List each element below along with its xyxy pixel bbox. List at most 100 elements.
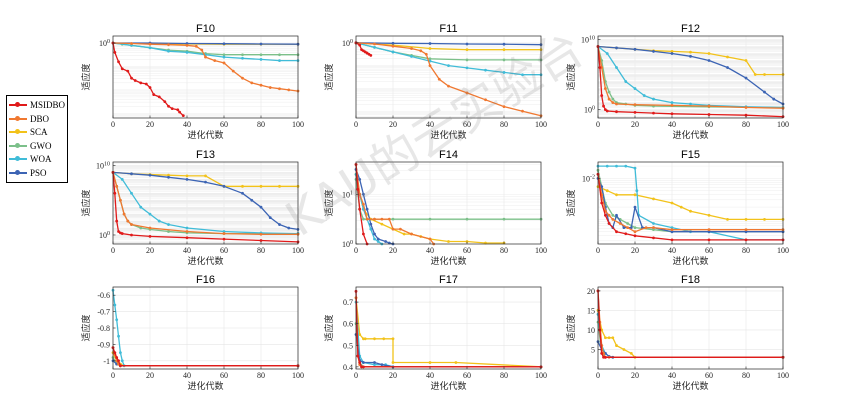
series-point-woa: [222, 230, 226, 233]
series-point-dbo: [618, 222, 622, 225]
series-point-pso: [707, 59, 711, 62]
chart-title: F11: [439, 23, 457, 35]
series-point-sca: [726, 55, 729, 59]
x-tick-label: 0: [596, 246, 600, 255]
series-point-msidbo: [633, 234, 637, 238]
series-point-dbo: [611, 101, 615, 104]
series-point-sca: [633, 193, 637, 197]
series-line-sca: [597, 310, 783, 358]
series-point-gwo: [222, 53, 226, 57]
series-line-msidbo: [597, 174, 783, 241]
series-point-pso: [615, 213, 618, 217]
series-point-pso: [222, 42, 226, 46]
y-tick-label: -0.6: [97, 291, 110, 300]
series-point-dbo: [130, 42, 133, 45]
series-point-msidbo: [176, 108, 180, 112]
chart-f13: 0 20 40 60 80 100 100 1010 F13 进化代数 适应度: [80, 149, 304, 267]
series-point-sca: [259, 184, 263, 188]
series-point-gwo: [633, 226, 637, 230]
legend-item-gwo: GWO: [7, 140, 67, 152]
series-point-pso: [185, 177, 189, 181]
series-point-woa: [167, 49, 170, 53]
x-tick-label: 0: [111, 371, 115, 380]
series-point-sca: [679, 205, 683, 209]
series-point-woa: [222, 55, 226, 59]
series-line-pso: [597, 45, 784, 105]
series-point-dbo: [391, 44, 395, 48]
series-line-pso: [355, 169, 394, 245]
series-point-woa: [670, 226, 674, 230]
series-point-dbo: [268, 86, 272, 89]
series-point-msidbo: [113, 351, 117, 354]
series-point-dbo: [167, 43, 170, 47]
series-point-sca: [402, 232, 406, 236]
series-point-pso: [167, 175, 170, 179]
series-point-msidbo: [126, 69, 130, 73]
x-tick-label: 60: [220, 120, 228, 129]
series-point-dbo: [241, 76, 244, 80]
series-point-dbo: [200, 48, 204, 52]
plot-area: [356, 287, 541, 369]
series-point-woa: [652, 97, 655, 101]
series-point-msidbo: [369, 53, 373, 57]
series-line-dbo: [112, 42, 299, 92]
series-point-msidbo: [178, 110, 182, 114]
series-point-sca: [726, 218, 729, 221]
series-point-sca: [689, 50, 692, 54]
series-point-sca: [744, 59, 748, 62]
chart-title: F17: [439, 274, 458, 286]
legend-label: MSIDBO: [30, 100, 66, 110]
y-tick-label: -1: [103, 357, 110, 366]
y-tick-label: 101: [342, 190, 353, 199]
series-point-msidbo: [148, 86, 152, 89]
series-point-gwo: [652, 228, 655, 232]
x-tick-label: 20: [631, 246, 639, 255]
series-point-woa: [447, 64, 450, 68]
series-point-dbo: [447, 84, 450, 88]
y-tick-label: 1010: [96, 161, 110, 170]
series-point-sca: [502, 48, 506, 52]
series-point-sca: [622, 348, 626, 351]
series-point-dbo: [615, 102, 618, 106]
series-point-woa: [373, 237, 376, 241]
x-tick-label: 40: [183, 120, 191, 129]
x-tick-label: 80: [500, 120, 508, 129]
series-point-dbo: [194, 44, 198, 48]
y-tick-label: 0.4: [343, 363, 353, 372]
x-tick-label: 60: [463, 246, 471, 255]
y-axis-label: 适应度: [565, 63, 577, 90]
x-tick-label: 40: [426, 120, 434, 129]
series-point-msidbo: [670, 112, 674, 116]
series-point-woa: [652, 222, 655, 225]
series-point-dbo: [670, 103, 674, 107]
series-line-dbo: [355, 42, 542, 117]
x-tick-label: 60: [463, 120, 471, 129]
series-point-sca: [428, 361, 432, 364]
series-point-msidbo: [600, 94, 604, 97]
series-point-dbo: [424, 52, 428, 56]
plot-area: [598, 287, 783, 369]
series-point-pso: [278, 223, 281, 226]
series-point-msidbo: [157, 95, 161, 99]
series-line-woa: [597, 45, 784, 109]
series-point-sca: [670, 50, 674, 53]
x-tick-label: 20: [146, 120, 154, 129]
series-point-msidbo: [615, 230, 618, 234]
series-point-sca: [363, 337, 367, 341]
y-axis-label: 适应度: [323, 314, 335, 341]
x-axis-label: 进化代数: [430, 255, 466, 267]
series-point-pso: [689, 54, 692, 58]
series-point-dbo: [148, 226, 152, 230]
series-point-pso: [465, 42, 469, 46]
legend-item-pso: PSO: [7, 167, 67, 179]
x-tick-label: 100: [777, 246, 789, 255]
series-point-sca: [391, 337, 395, 341]
series-point-pso: [222, 184, 226, 188]
series-point-msidbo: [358, 207, 362, 211]
series-point-pso: [763, 90, 766, 94]
series-point-pso: [633, 47, 637, 51]
series-point-woa: [148, 46, 152, 50]
x-tick-label: 40: [668, 371, 676, 380]
series-point-sca: [605, 189, 609, 193]
series-point-woa: [130, 191, 133, 195]
